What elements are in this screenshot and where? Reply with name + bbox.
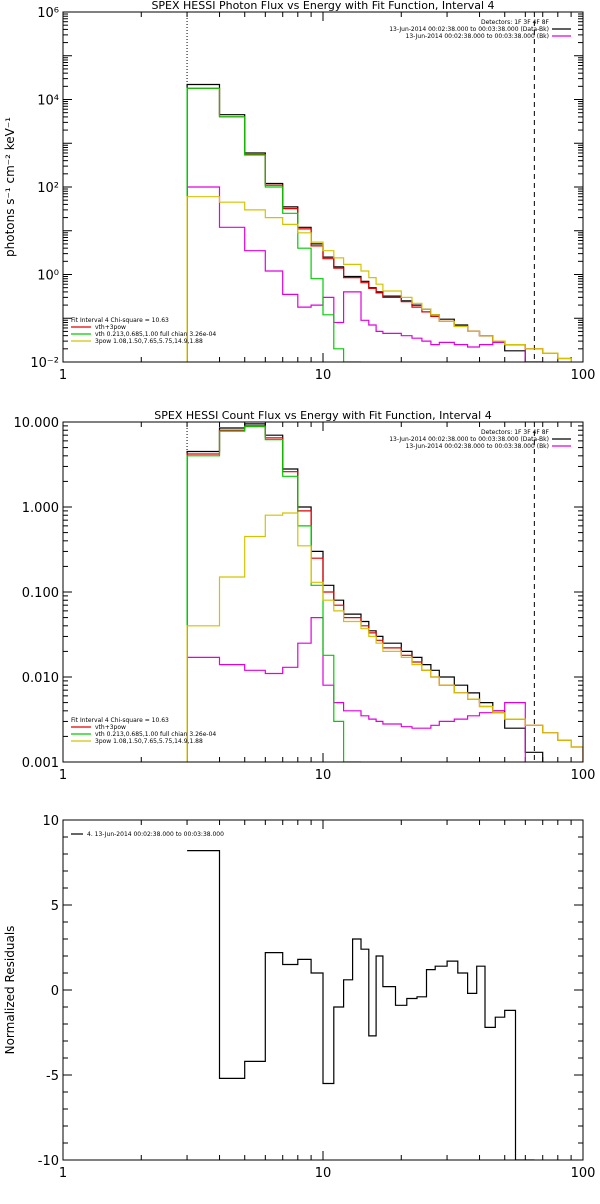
y-tick-label: 10⁻² bbox=[30, 356, 59, 371]
x-tick-label: 1 bbox=[59, 368, 67, 383]
plot-frame bbox=[62, 819, 584, 1161]
series-line bbox=[186, 186, 526, 362]
series-line bbox=[186, 426, 361, 762]
x-tick-label: 1 bbox=[59, 1166, 67, 1181]
legend-entry: 13-Jun-2014 00:02:38.000 to 00:03:38.000… bbox=[389, 26, 549, 33]
x-tick-label: 1 bbox=[59, 768, 67, 783]
x-tick-label: 100 bbox=[571, 368, 596, 383]
y-tick-label: 0.010 bbox=[22, 671, 59, 686]
plot-frame bbox=[62, 11, 584, 363]
y-tick-label: 10⁴ bbox=[37, 94, 59, 109]
plot-frame bbox=[62, 421, 584, 763]
y-tick-label: 10⁶ bbox=[37, 6, 59, 21]
chart-title: SPEX HESSI Photon Flux vs Energy with Fi… bbox=[151, 0, 494, 12]
x-tick-label: 10 bbox=[315, 1166, 332, 1181]
x-tick-label: 100 bbox=[571, 768, 596, 783]
legend-entry: Fit Interval 4 Chi-square = 10.63 bbox=[71, 717, 169, 724]
x-tick-label: 100 bbox=[571, 1166, 596, 1181]
y-tick-label: -10 bbox=[38, 1154, 59, 1169]
y-axis-label: Normalized Residuals bbox=[3, 926, 17, 1055]
y-tick-label: 0 bbox=[51, 984, 59, 999]
series-group bbox=[187, 850, 535, 1160]
legend-entry: 13-Jun-2014 00:02:38.000 to 00:03:38.000… bbox=[389, 436, 549, 443]
legend-entry: vth+3pow bbox=[95, 724, 126, 731]
chart-panel-2: SPEX HESSI Count Flux vs Energy with Fit… bbox=[14, 409, 596, 783]
legend-entry: Detectors: 1F 3F 4F 8F bbox=[481, 429, 550, 436]
y-tick-label: 5 bbox=[51, 899, 59, 914]
legend-entry: Detectors: 1F 3F 4F 8F bbox=[481, 19, 550, 26]
y-tick-label: -5 bbox=[46, 1069, 59, 1084]
series-line bbox=[186, 425, 583, 762]
y-tick-label: 0.100 bbox=[22, 586, 59, 601]
series-line bbox=[186, 87, 361, 362]
series-line bbox=[186, 423, 544, 762]
series-group bbox=[186, 83, 572, 362]
chart-panel-1: SPEX HESSI Photon Flux vs Energy with Fi… bbox=[3, 0, 595, 383]
series-line bbox=[186, 196, 572, 362]
legend-entry: 13-Jun-2014 00:02:38.000 to 00:03:38.000… bbox=[406, 33, 549, 40]
legend-entry: Fit Interval 4 Chi-square = 10.63 bbox=[71, 317, 169, 324]
y-tick-label: 0.001 bbox=[22, 756, 59, 771]
legend-entry: 3pow 1.08,1.50,7.65,5.75,14.9,1.88 bbox=[95, 338, 203, 345]
x-tick-label: 10 bbox=[315, 768, 332, 783]
legend-entry: 4. 13-Jun-2014 00:02:38.000 to 00:03:38.… bbox=[87, 831, 224, 838]
y-tick-label: 10.000 bbox=[14, 416, 60, 431]
x-tick-label: 10 bbox=[315, 368, 332, 383]
series-line bbox=[186, 617, 526, 762]
legend-entry: vth+3pow bbox=[95, 324, 126, 331]
y-tick-label: 10² bbox=[37, 181, 59, 196]
series-group bbox=[186, 423, 583, 762]
series-line bbox=[186, 512, 583, 762]
chart-panel-3: Normalized Residuals 1 10 100 -10 -5 0 5 10 4. 13… bbox=[3, 814, 595, 1181]
y-axis-label: photons s⁻¹ cm⁻² keV⁻¹ bbox=[3, 117, 17, 257]
chart-title: SPEX HESSI Count Flux vs Energy with Fit… bbox=[154, 409, 491, 422]
y-tick-label: 10 bbox=[42, 814, 59, 829]
legend-entry: vth 0.213,0.685,1.00 full chian 3.26e-04 bbox=[95, 331, 216, 338]
legend-entry: 13-Jun-2014 00:02:38.000 to 00:03:38.000… bbox=[406, 443, 549, 450]
legend-entry: 3pow 1.08,1.50,7.65,5.75,14.9,1.88 bbox=[95, 738, 203, 745]
series-line bbox=[187, 850, 535, 1160]
legend-entry: vth 0.213,0.685,1.00 full chian 3.26e-04 bbox=[95, 731, 216, 738]
y-tick-label: 10⁰ bbox=[37, 269, 59, 284]
y-tick-label: 1.000 bbox=[22, 501, 59, 516]
